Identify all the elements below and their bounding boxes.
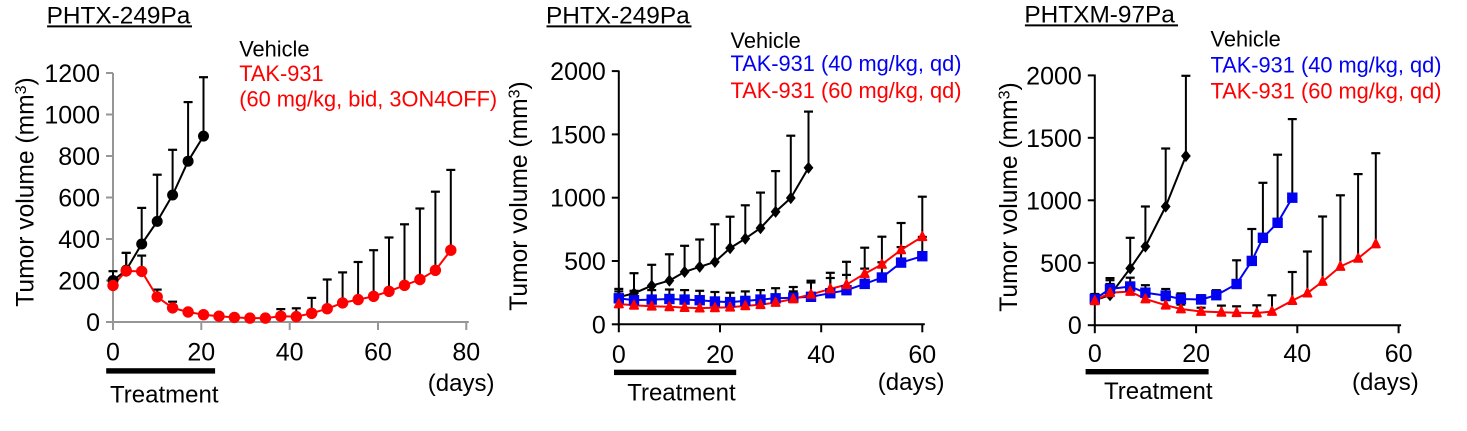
svg-text:2000: 2000 (550, 58, 606, 86)
svg-text:Tumor volume (mm3): Tumor volume (mm3) (13, 77, 40, 306)
svg-text:0: 0 (612, 341, 626, 369)
svg-text:800: 800 (58, 143, 100, 171)
svg-text:TAK-931 (40 mg/kg, qd): TAK-931 (40 mg/kg, qd) (1211, 53, 1442, 78)
svg-text:40: 40 (807, 341, 835, 369)
svg-text:200: 200 (58, 268, 100, 296)
svg-text:PHTX-249Pa: PHTX-249Pa (47, 3, 191, 30)
svg-text:600: 600 (58, 185, 100, 213)
svg-text:40: 40 (276, 339, 304, 367)
svg-text:1500: 1500 (1026, 125, 1082, 153)
svg-text:PHTXM-97Pa: PHTXM-97Pa (1024, 2, 1175, 29)
svg-text:1000: 1000 (1026, 187, 1082, 215)
svg-text:Vehicle: Vehicle (731, 28, 801, 53)
svg-text:2000: 2000 (1026, 62, 1082, 90)
svg-text:TAK-931 (40 mg/kg, qd): TAK-931 (40 mg/kg, qd) (731, 51, 962, 76)
svg-text:(60 mg/kg, bid, 3ON4OFF): (60 mg/kg, bid, 3ON4OFF) (239, 86, 497, 111)
svg-text:1500: 1500 (550, 121, 606, 149)
svg-text:1000: 1000 (550, 185, 606, 213)
svg-text:Treatment: Treatment (627, 379, 736, 406)
svg-text:60: 60 (1385, 340, 1413, 368)
svg-text:20: 20 (187, 339, 215, 367)
svg-text:Tumor volume (mm3): Tumor volume (mm3) (506, 81, 533, 310)
svg-text:Treatment: Treatment (1104, 378, 1213, 405)
svg-text:0: 0 (1088, 340, 1102, 368)
svg-text:TAK-931 (60 mg/kg, qd): TAK-931 (60 mg/kg, qd) (731, 78, 962, 103)
svg-text:60: 60 (908, 341, 936, 369)
svg-text:0: 0 (1068, 312, 1082, 340)
svg-text:60: 60 (364, 339, 392, 367)
svg-text:0: 0 (592, 311, 606, 339)
svg-text:PHTX-249Pa: PHTX-249Pa (546, 3, 690, 30)
svg-text:(days): (days) (1352, 369, 1419, 396)
svg-text:Vehicle: Vehicle (1211, 27, 1281, 52)
svg-text:500: 500 (564, 248, 606, 276)
svg-text:400: 400 (58, 226, 100, 254)
svg-text:20: 20 (706, 341, 734, 369)
svg-text:TAK-931: TAK-931 (239, 61, 323, 86)
svg-text:80: 80 (452, 339, 480, 367)
svg-text:TAK-931 (60 mg/kg, qd): TAK-931 (60 mg/kg, qd) (1211, 79, 1442, 104)
svg-text:Treatment: Treatment (110, 382, 219, 409)
svg-text:0: 0 (86, 309, 100, 337)
svg-text:500: 500 (1040, 250, 1082, 278)
svg-text:(days): (days) (878, 369, 945, 396)
svg-text:Vehicle: Vehicle (239, 37, 309, 62)
svg-text:40: 40 (1283, 340, 1311, 368)
svg-text:20: 20 (1182, 340, 1210, 368)
svg-text:Tumor volume (mm3): Tumor volume (mm3) (996, 82, 1023, 311)
svg-text:1200: 1200 (44, 60, 100, 88)
svg-text:1000: 1000 (44, 102, 100, 130)
svg-text:(days): (days) (428, 370, 495, 397)
svg-text:0: 0 (106, 339, 120, 367)
